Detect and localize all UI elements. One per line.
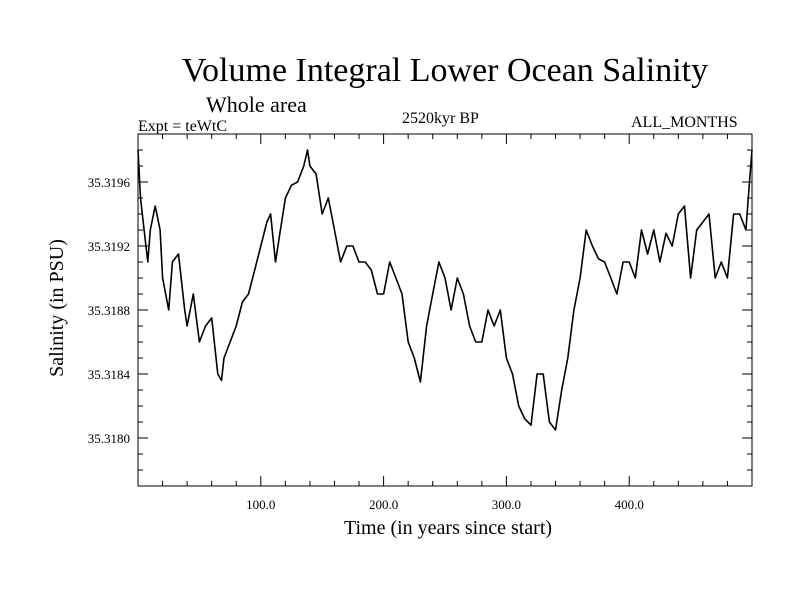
x-axis-label: Time (in years since start) [344, 517, 552, 539]
y-tick-label: 35.3184 [88, 367, 131, 382]
salinity-series-line [137, 149, 753, 431]
chart-title: Volume Integral Lower Ocean Salinity [181, 52, 709, 89]
months-label: ALL_MONTHS [631, 114, 738, 131]
x-tick-label: 200.0 [369, 497, 398, 512]
x-tick-label: 300.0 [492, 497, 521, 512]
period-label: 2520kyr BP [402, 110, 479, 127]
y-tick-label: 35.3180 [88, 431, 130, 446]
x-tick-label: 400.0 [615, 497, 644, 512]
y-axis-label: Salinity (in PSU) [46, 239, 68, 377]
y-tick-label: 35.3188 [88, 303, 130, 318]
y-tick-label: 35.3196 [88, 175, 131, 190]
chart-subtitle: Whole area [206, 92, 307, 117]
plot-frame [137, 133, 753, 487]
experiment-label: Expt = teWtC [138, 118, 228, 135]
x-tick-label: 100.0 [246, 497, 275, 512]
y-tick-label: 35.3192 [88, 239, 130, 254]
